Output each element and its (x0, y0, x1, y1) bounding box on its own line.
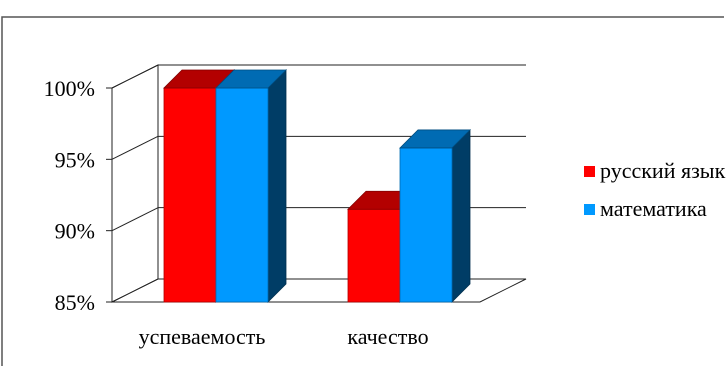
legend-label: математика (600, 196, 707, 221)
bar-front (163, 87, 217, 303)
bar-top (399, 129, 471, 149)
bar (215, 69, 287, 303)
y-axis-ticks: 85% 90% 95% 100% (44, 76, 112, 315)
chart-border (1, 16, 724, 366)
y-tick-label: 85% (55, 290, 95, 315)
legend-item: русский язык (584, 158, 726, 183)
bar-side (451, 128, 471, 303)
x-axis-ticks: успеваемость качество (139, 324, 429, 349)
gridline-side (111, 207, 159, 232)
y-tick-label: 90% (55, 219, 95, 244)
x-tick-label: успеваемость (139, 324, 266, 349)
bar-front (347, 208, 401, 303)
legend-swatch (584, 204, 595, 215)
bar (399, 128, 471, 303)
bar-front (399, 147, 453, 303)
bar-top (215, 69, 287, 89)
chart-bars (163, 69, 471, 303)
legend-swatch (584, 166, 595, 177)
legend-label: русский язык (600, 158, 726, 183)
chart-outer-border (1, 16, 724, 366)
gridline-side (111, 135, 159, 160)
y-tick-label: 100% (44, 76, 95, 101)
side-wall (111, 64, 159, 303)
x-tick-label: качество (347, 324, 428, 349)
chart-legend: русский язык математика (584, 158, 726, 221)
y-tick-label: 95% (55, 147, 95, 172)
gridline-side (111, 64, 159, 89)
bar-front (215, 87, 269, 303)
bar-side (267, 69, 287, 303)
legend-item: математика (584, 196, 707, 221)
